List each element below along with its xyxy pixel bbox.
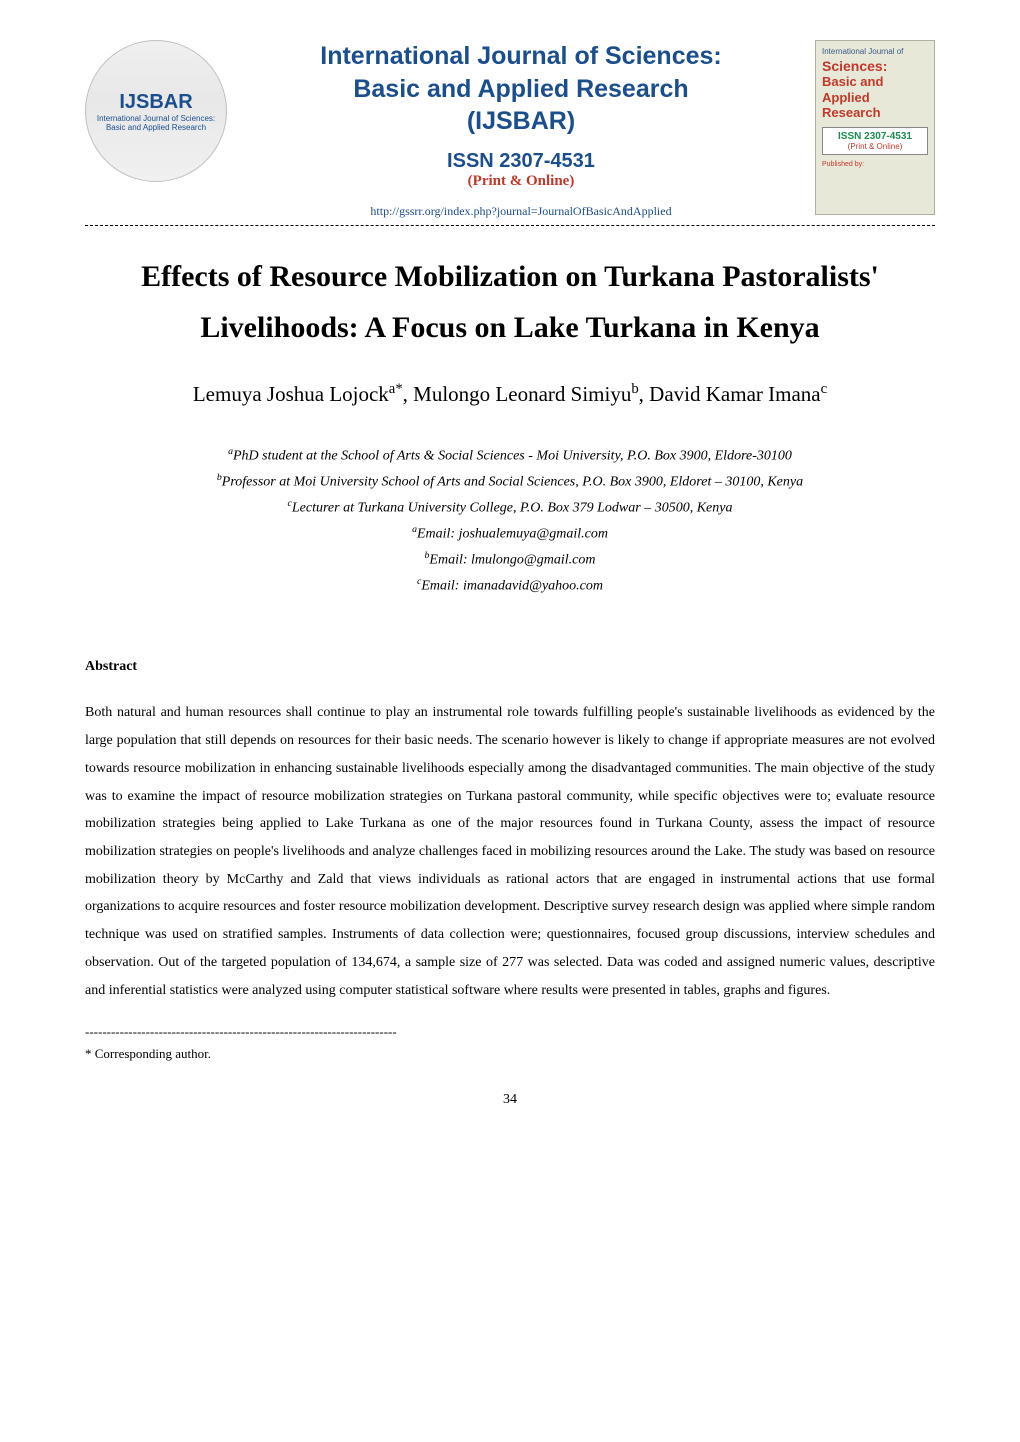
journal-title-line2: Basic and Applied Research xyxy=(353,75,688,103)
affiliation-c: Lecturer at Turkana University College, … xyxy=(292,500,733,515)
header: IJSBAR International Journal of Sciences… xyxy=(85,40,935,221)
print-online: (Print & Online) xyxy=(237,173,805,190)
journal-title-line3: (IJSBAR) xyxy=(467,107,575,135)
logo-left-title: IJSBAR xyxy=(119,91,192,114)
header-separator xyxy=(85,225,935,226)
corresponding-author-note: * Corresponding author. xyxy=(85,1046,935,1062)
affiliations: aPhD student at the School of Arts & Soc… xyxy=(85,443,935,600)
page-number: 34 xyxy=(85,1092,935,1108)
email-c: Email: imanadavid@yahoo.com xyxy=(421,579,603,594)
paper-title: Effects of Resource Mobilization on Turk… xyxy=(85,251,935,353)
abstract-heading: Abstract xyxy=(85,659,935,675)
abstract-body: Both natural and human resources shall c… xyxy=(85,699,935,1004)
affiliation-a: PhD student at the School of Arts & Soci… xyxy=(233,448,792,463)
header-center: International Journal of Sciences: Basic… xyxy=(227,40,815,221)
affiliation-b: Professor at Moi University School of Ar… xyxy=(222,474,803,489)
logo-right-top: International Journal of xyxy=(822,47,928,56)
logo-left-sub1: International Journal of Sciences: xyxy=(97,114,215,123)
footer-separator: ----------------------------------------… xyxy=(85,1024,935,1040)
email-b: Email: lmulongo@gmail.com xyxy=(429,553,595,568)
logo-right-published: Published by: xyxy=(822,161,928,168)
journal-url-link[interactable]: http://gssrr.org/index.php?journal=Journ… xyxy=(237,204,805,219)
journal-logo-right: International Journal of Sciences: Basic… xyxy=(815,40,935,215)
issn-header: ISSN 2307-4531 xyxy=(237,150,805,173)
logo-right-basic: Basic and Applied xyxy=(822,74,928,105)
email-a: Email: joshualemuya@gmail.com xyxy=(417,527,608,542)
journal-logo-left: IJSBAR International Journal of Sciences… xyxy=(85,40,227,182)
logo-right-po: (Print & Online) xyxy=(826,142,924,151)
logo-left-sub2: Basic and Applied Research xyxy=(106,123,206,132)
page-container: IJSBAR International Journal of Sciences… xyxy=(0,0,1020,1152)
logo-right-sciences: Sciences: xyxy=(822,58,928,74)
logo-right-issn-box: ISSN 2307-4531 (Print & Online) xyxy=(822,127,928,155)
journal-title: International Journal of Sciences: Basic… xyxy=(237,40,805,138)
authors: Lemuya Joshua Lojocka*, Mulongo Leonard … xyxy=(85,381,935,407)
logo-right-issn: ISSN 2307-4531 xyxy=(826,131,924,142)
journal-title-line1: International Journal of Sciences: xyxy=(320,42,721,70)
logo-right-research: Research xyxy=(822,105,928,121)
